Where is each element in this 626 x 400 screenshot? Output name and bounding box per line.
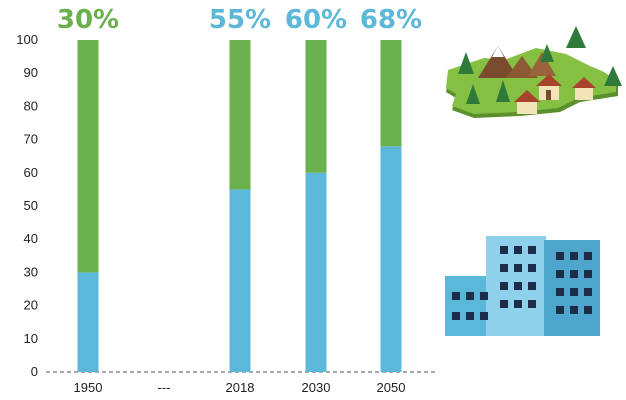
y-tick-label: 60 bbox=[24, 165, 38, 180]
bar-segment-2018-1 bbox=[229, 40, 251, 190]
y-tick-label: 20 bbox=[24, 298, 38, 313]
x-tick-label: 2030 bbox=[302, 380, 331, 395]
y-tick-label: 40 bbox=[24, 231, 38, 246]
x-tick-label: 1950 bbox=[74, 380, 103, 395]
y-tick-label: 10 bbox=[24, 331, 38, 346]
data-label: 55% bbox=[209, 5, 271, 35]
x-tick-label: --- bbox=[158, 380, 171, 395]
data-label: 68% bbox=[360, 5, 422, 35]
y-tick-label: 50 bbox=[24, 198, 38, 213]
countryside-village-icon bbox=[446, 26, 622, 118]
y-tick-label: 0 bbox=[31, 364, 38, 379]
bar-segment-1950-0 bbox=[77, 272, 99, 372]
y-axis-ticks: 0 10 20 30 40 50 60 70 80 90 100 bbox=[16, 32, 38, 379]
bar-segment-2050-0 bbox=[380, 146, 402, 372]
y-tick-label: 70 bbox=[24, 132, 38, 147]
y-tick-label: 80 bbox=[24, 98, 38, 113]
data-label: 60% bbox=[285, 5, 347, 35]
y-tick-label: 100 bbox=[16, 32, 38, 47]
city-buildings-icon bbox=[445, 236, 600, 336]
y-tick-label: 30 bbox=[24, 264, 38, 279]
y-tick-label: 90 bbox=[24, 65, 38, 80]
x-tick-label: 2050 bbox=[377, 380, 406, 395]
bar-segment-2050-1 bbox=[380, 40, 402, 147]
bar-segment-1950-1 bbox=[77, 40, 99, 273]
x-tick-label: 2018 bbox=[226, 380, 255, 395]
x-axis-ticks: 1950 --- 2018 2030 2050 bbox=[74, 380, 406, 395]
data-labels: 30% 55% 60% 68% bbox=[57, 5, 422, 35]
bars bbox=[77, 40, 402, 372]
bar-segment-2018-0 bbox=[229, 189, 251, 372]
data-label: 30% bbox=[57, 5, 119, 35]
bar-segment-2030-0 bbox=[305, 172, 327, 372]
bar-segment-2030-1 bbox=[305, 40, 327, 173]
